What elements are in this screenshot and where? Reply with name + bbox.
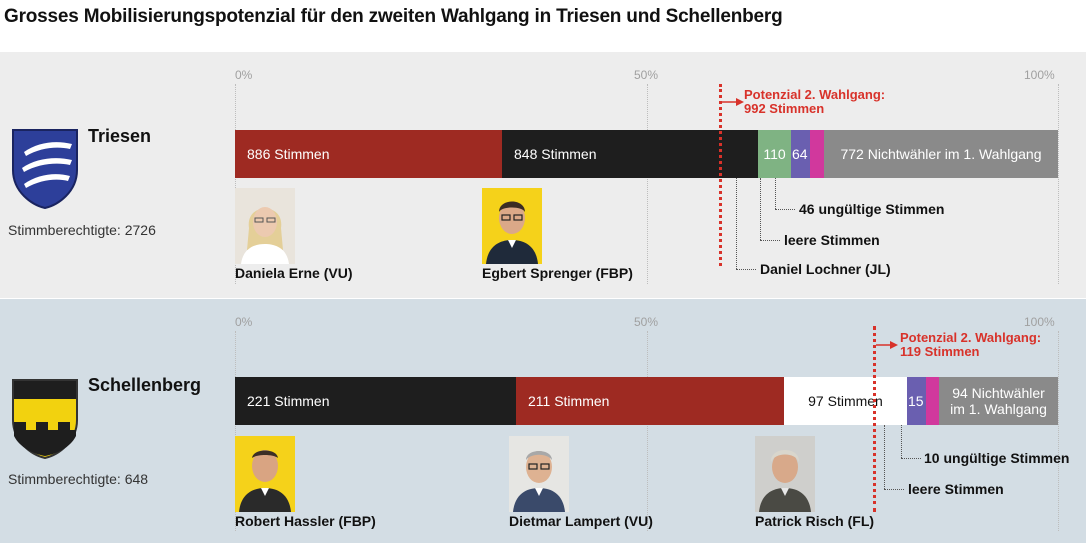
gridline-100 (1058, 84, 1059, 284)
triesen-callout-jl: Daniel Lochner (JL) (760, 261, 891, 277)
triesen-name: Triesen (88, 126, 152, 146)
bar-segment-leere: 15 (907, 377, 926, 425)
triesen-potential-line2: 992 Stimmen (744, 101, 825, 116)
candidate-photo-risch (755, 436, 815, 512)
axis-tick-50: 50% (634, 68, 659, 82)
triesen-potential-arrow-icon (722, 98, 744, 106)
candidate-name-sprenger: Egbert Sprenger (FBP) (482, 265, 633, 281)
schellenberg-potential-line2: 119 Stimmen (900, 344, 980, 359)
schellenberg-leader-leere-h (884, 489, 904, 490)
bar-segment-ungueltig (810, 130, 824, 178)
triesen-leader-jl-v (736, 178, 737, 269)
bar-segment-ungueltig (926, 377, 939, 425)
bar-segment-leere: 64 (791, 130, 810, 178)
axis-tick-0: 0% (235, 68, 253, 82)
triesen-leader-leere-h (760, 240, 780, 241)
triesen-callout-ungueltig: 46 ungültige Stimmen (799, 201, 945, 217)
axis-tick-0-2: 0% (235, 315, 253, 329)
candidate-name-risch: Patrick Risch (FL) (755, 513, 875, 529)
bar-segment-vu: 211 Stimmen (516, 377, 784, 425)
bar-segment-jl: 110 (758, 130, 791, 178)
schellenberg-callout-ungueltig: 10 ungültige Stimmen (924, 450, 1070, 466)
axis-tick-50-2: 50% (634, 315, 659, 329)
gridline-100-2 (1058, 331, 1059, 531)
gridline-0 (235, 84, 236, 284)
triesen-leader-ungueltig-h (775, 209, 795, 210)
bar-segment-fbp: 848 Stimmen (502, 130, 758, 178)
gridline-0-2 (235, 331, 236, 531)
triesen-stacked-bar: 886 Stimmen 848 Stimmen 110 64 772 Nichtwähl… (235, 130, 1058, 178)
bar-segment-fbp: 221 Stimmen (235, 377, 516, 425)
schellenberg-potential-arrow-icon (876, 341, 898, 349)
schellenberg-leader-leere-v (884, 425, 885, 489)
bar-segment-nichtwaehler: 94 Nichtwähler im 1. Wahlgang (939, 377, 1058, 425)
candidate-photo-hassler (235, 436, 295, 512)
triesen-leader-ungueltig-v (775, 178, 776, 209)
triesen-leader-jl-h (736, 269, 756, 270)
bar-segment-vu: 886 Stimmen (235, 130, 502, 178)
bar-segment-nichtwaehler: 772 Nichtwähler im 1. Wahlgang (824, 130, 1058, 178)
schellenberg-eligible: Stimmberechtigte: 648 (8, 471, 149, 487)
candidate-photo-sprenger (482, 188, 542, 264)
gridline-50 (647, 84, 648, 284)
schellenberg-leader-ungueltig-v (901, 425, 902, 458)
schellenberg-leader-ungueltig-h (901, 458, 921, 459)
triesen-potential-marker (719, 84, 722, 266)
candidate-photo-lampert (509, 436, 569, 512)
triesen-eligible: Stimmberechtigte: 2726 (8, 222, 156, 238)
triesen-leader-leere-v (760, 178, 761, 240)
bar-segment-fl: 97 Stimmen (784, 377, 907, 425)
gridline-50-2 (647, 331, 648, 531)
triesen-coat-of-arms-icon (12, 129, 78, 210)
candidate-photo-erne (235, 188, 295, 264)
triesen-potential-line1: Potenzial 2. Wahlgang: (744, 87, 886, 102)
candidate-name-erne: Daniela Erne (VU) (235, 265, 353, 281)
chart-title: Grosses Mobilisierungspotenzial für den … (4, 6, 783, 27)
schellenberg-stacked-bar: 221 Stimmen 211 Stimmen 97 Stimmen 15 94 Nic… (235, 377, 1058, 425)
axis-tick-100-2: 100% (1024, 315, 1055, 329)
schellenberg-callout-leere: leere Stimmen (908, 481, 1004, 497)
schellenberg-name: Schellenberg (88, 375, 202, 395)
candidate-name-hassler: Robert Hassler (FBP) (235, 513, 376, 529)
triesen-callout-leere: leere Stimmen (784, 232, 880, 248)
schellenberg-potential-marker (873, 326, 876, 512)
axis-tick-100: 100% (1024, 68, 1055, 82)
schellenberg-coat-of-arms-icon (12, 379, 78, 460)
candidate-name-lampert: Dietmar Lampert (VU) (509, 513, 653, 529)
schellenberg-potential-line1: Potenzial 2. Wahlgang: (900, 330, 1042, 345)
